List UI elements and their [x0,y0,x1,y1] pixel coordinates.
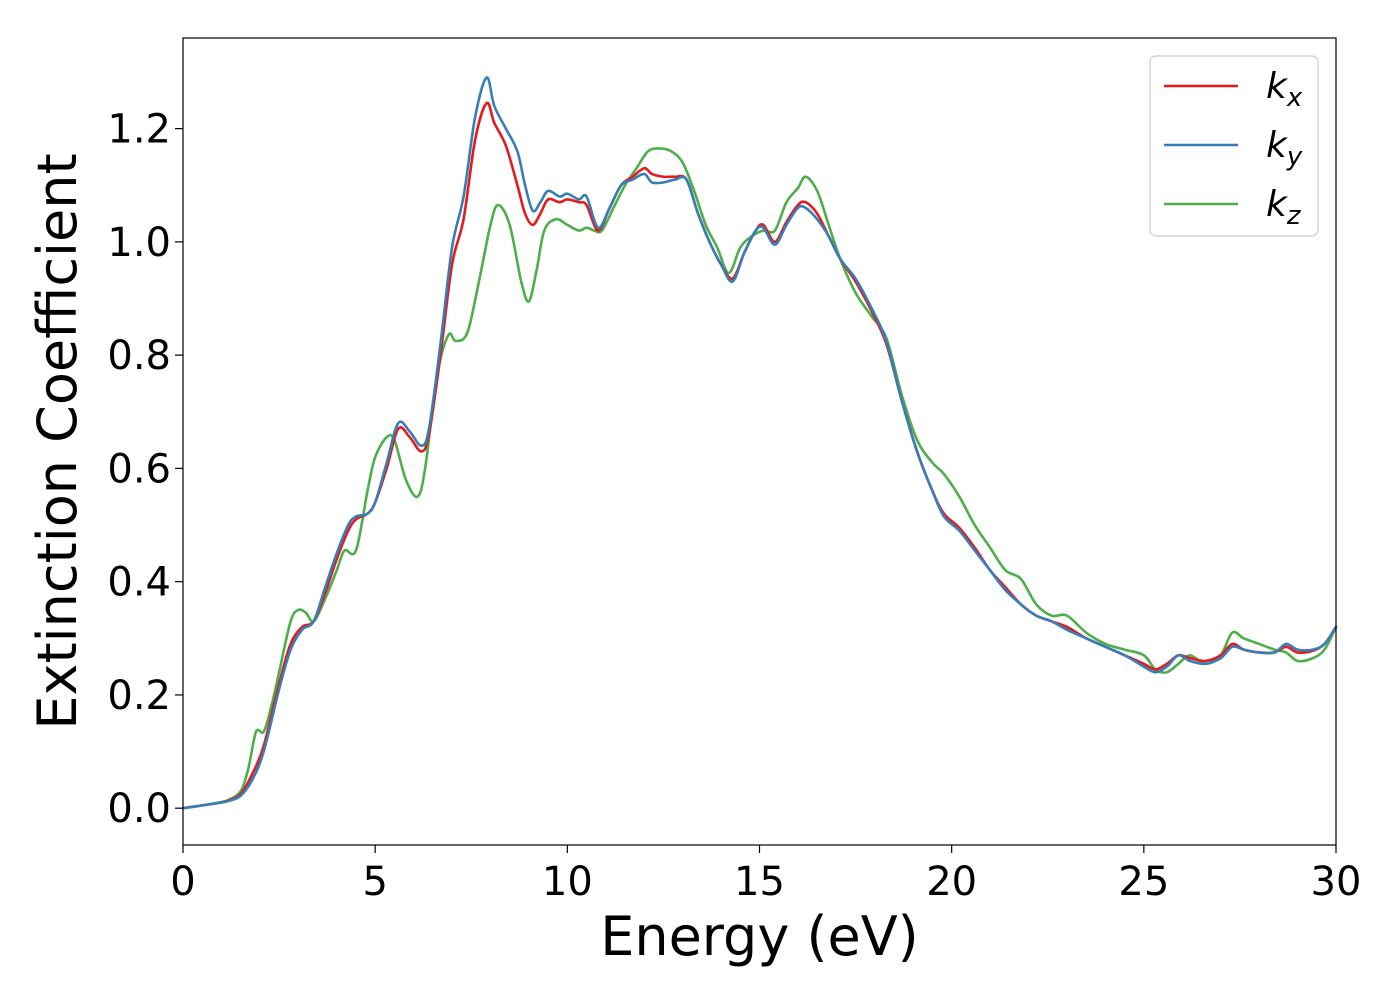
x-tick-label: 0 [170,859,195,905]
series-line-ky [181,76,1338,810]
y-tick-label: 0.8 [107,333,171,379]
x-tick-label: 5 [362,859,387,905]
legend-label-subscript: x [1286,83,1303,113]
y-tick-label: 0.0 [107,786,171,832]
x-tick-label: 25 [1118,859,1169,905]
legend-label-subscript: y [1286,142,1303,172]
legend-label-kz: kz [1266,184,1302,231]
legend-label-base: k [1266,184,1289,225]
x-axis-title: Energy (eV) [600,905,919,968]
y-tick-label: 1.0 [107,220,171,266]
x-tick-label: 30 [1311,859,1362,905]
x-tick-label: 15 [734,859,785,905]
y-axis-ticks: 0.0 0.2 0.4 0.6 0.8 1.0 1.2 [107,107,183,832]
legend-label-base: k [1266,125,1289,166]
y-tick-label: 0.6 [107,446,171,492]
y-axis-title: Extinction Coefficient [26,153,89,729]
series-line-kz [181,147,1338,810]
legend-label-subscript: z [1286,201,1302,231]
y-tick-label: 1.2 [107,107,171,153]
legend-label-base: k [1266,66,1289,107]
x-tick-label: 10 [542,859,593,905]
plot-area [183,38,1336,845]
x-tick-label: 20 [926,859,977,905]
y-tick-label: 0.2 [107,673,171,719]
x-axis-ticks: 0 5 10 15 20 25 30 [170,845,1361,905]
legend-label-kx: kx [1266,66,1303,113]
y-tick-label: 0.4 [107,560,171,606]
series-layer [181,76,1338,810]
legend-label-ky: ky [1266,125,1303,172]
